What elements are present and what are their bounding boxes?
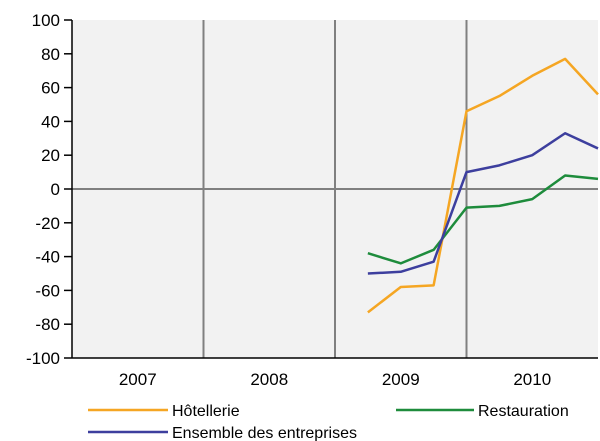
y-tick-label: -40 xyxy=(35,248,60,267)
series-layer xyxy=(367,57,599,314)
y-tick-label: -20 xyxy=(35,214,60,233)
series-line-1 xyxy=(367,174,599,265)
y-tick-label: -80 xyxy=(35,315,60,334)
x-tick-label: 2009 xyxy=(382,370,420,389)
y-tick-label: 80 xyxy=(41,45,60,64)
y-tick-label: 40 xyxy=(41,112,60,131)
legend-label-2: Ensemble des entreprises xyxy=(172,425,357,441)
y-tick-label: -100 xyxy=(26,349,60,368)
x-tick-labels: 2007 2008 2009 2010 xyxy=(119,370,551,389)
x-tick-label: 2007 xyxy=(119,370,157,389)
legend: Hôtellerie Restauration Ensemble des entre… xyxy=(88,403,569,441)
grid-layer xyxy=(72,20,598,358)
y-tick-label: 60 xyxy=(41,79,60,98)
y-tick-label: 100 xyxy=(32,11,60,30)
x-tick-label: 2008 xyxy=(250,370,288,389)
x-tick-label: 2010 xyxy=(513,370,551,389)
y-tick-labels: 100 80 60 40 20 0 -20 -40 -60 -80 -100 xyxy=(26,11,60,368)
axis-layer xyxy=(64,19,598,359)
series-line-2 xyxy=(367,131,599,275)
y-tick-label: -60 xyxy=(35,281,60,300)
y-tick-label: 20 xyxy=(41,146,60,165)
legend-label-1: Restauration xyxy=(478,403,569,420)
y-tick-label: 0 xyxy=(51,180,60,199)
series-line-0 xyxy=(367,57,599,314)
legend-label-0: Hôtellerie xyxy=(172,403,240,420)
